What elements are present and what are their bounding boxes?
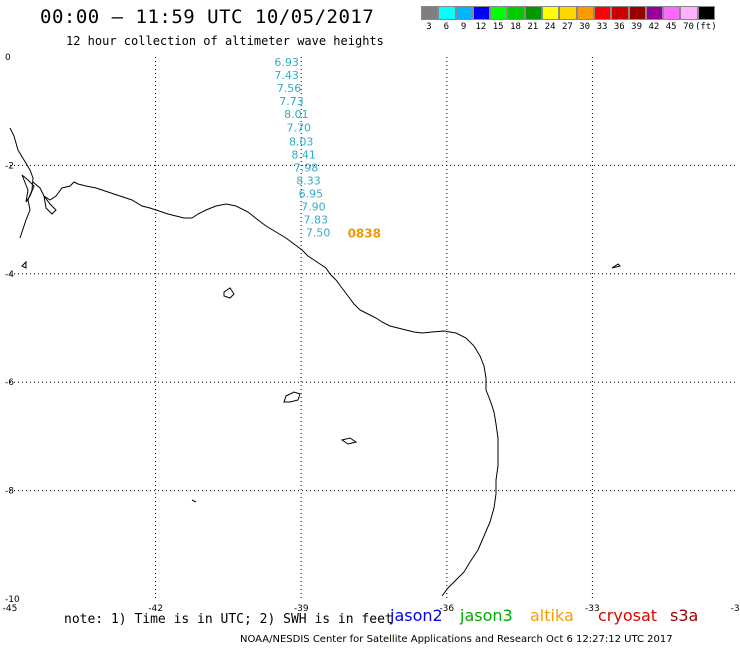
color-scale <box>421 6 716 20</box>
color-scale-swatch <box>438 6 456 20</box>
island-1 <box>223 287 235 299</box>
color-scale-swatch <box>472 6 491 20</box>
lat-tick-label: -8 <box>5 487 14 497</box>
color-scale-swatch <box>542 6 560 20</box>
lon-tick-label: -33 <box>585 604 600 614</box>
page-title: 00:00 – 11:59 UTC 10/05/2017 <box>40 6 375 28</box>
color-scale-swatch <box>611 6 629 20</box>
legend-entry-jason2: jason2 <box>390 606 443 625</box>
color-scale-swatch <box>559 6 577 20</box>
swh-value-label: 7.90 <box>301 200 326 213</box>
swh-value-label: 7.73 <box>279 95 304 108</box>
swh-value-label: 6.93 <box>274 56 299 69</box>
swh-value-label: 7.43 <box>274 69 299 82</box>
legend-entry-cryosat: cryosat <box>598 606 658 625</box>
color-scale-swatch <box>593 6 612 20</box>
color-scale-label: 42 <box>648 22 660 32</box>
lon-tick-label: -39 <box>294 604 309 614</box>
coastline-lagoon <box>21 174 35 203</box>
swh-value-label: 8.03 <box>289 135 314 148</box>
color-scale-label: 9 <box>460 22 467 32</box>
footer-note: note: 1) Time is in UTC; 2) SWH is in fe… <box>64 612 393 627</box>
color-scale-swatch <box>576 6 594 20</box>
legend-entry-s3a: s3a <box>670 606 699 625</box>
color-scale-swatch <box>680 6 698 20</box>
map-grid <box>10 57 738 599</box>
color-scale-label: 24 <box>544 22 556 32</box>
swh-value-label: 8.01 <box>284 108 309 121</box>
color-scale-unit: (ft) <box>694 22 717 32</box>
swh-value-label: 7.56 <box>277 82 302 95</box>
swh-value-label: 8.41 <box>291 148 316 161</box>
color-scale-swatch <box>697 6 716 20</box>
legend-entry-altika: altika <box>530 606 574 625</box>
color-scale-swatch <box>490 6 508 20</box>
color-scale-label: 27 <box>561 22 573 32</box>
swh-value-label: 6.95 <box>299 187 324 200</box>
color-scale-label: 15 <box>492 22 504 32</box>
color-scale-label: 12 <box>475 22 487 32</box>
lon-tick-label: -42 <box>148 604 163 614</box>
color-scale-swatch <box>421 6 439 20</box>
color-scale-label: 33 <box>596 22 608 32</box>
lon-tick-label: -45 <box>3 604 18 614</box>
color-scale-label: 70 <box>683 22 694 32</box>
pass-time-label: 0838 <box>348 226 381 240</box>
swh-value-label: 7.83 <box>304 213 329 226</box>
swh-value-label: 7.70 <box>287 121 312 134</box>
swh-track: 6.937.437.567.738.017.708.038.417.988.33… <box>274 56 381 240</box>
color-scale-label: 6 <box>443 22 449 32</box>
color-scale-swatch <box>663 6 681 20</box>
swh-value-label: 7.50 <box>306 226 331 239</box>
lat-tick-label: 0 <box>5 53 11 63</box>
color-scale-swatch <box>524 6 543 20</box>
island-4 <box>611 263 621 269</box>
color-scale-label: 30 <box>579 22 591 32</box>
island-5 <box>21 260 27 269</box>
page-subtitle: 12 hour collection of altimeter wave hei… <box>66 34 384 48</box>
color-scale-label: 39 <box>631 22 643 32</box>
color-scale-swatch <box>628 6 646 20</box>
island-3 <box>340 437 358 445</box>
swh-value-label: 7.98 <box>294 161 319 174</box>
island-2 <box>283 391 301 403</box>
color-scale-swatch <box>645 6 664 20</box>
color-scale-label: 21 <box>527 22 539 32</box>
color-scale-label: 45 <box>665 22 677 32</box>
lon-tick-label: -30 <box>731 604 740 614</box>
lat-tick-label: -6 <box>5 378 14 388</box>
lat-tick-label: -2 <box>5 161 14 171</box>
lon-tick-label: -36 <box>439 604 454 614</box>
color-scale-label: 18 <box>510 22 521 32</box>
swh-value-label: 8.33 <box>296 174 321 187</box>
coastline <box>9 127 621 597</box>
color-scale-label: 36 <box>613 22 625 32</box>
lat-tick-label: -10 <box>5 595 20 605</box>
coastline-mainland <box>9 127 499 597</box>
color-scale-swatch <box>455 6 473 20</box>
legend-entry-jason3: jason3 <box>460 606 513 625</box>
color-scale-label: 3 <box>426 22 432 32</box>
axis-tick-labels: -45 -42 -39 -36 -33 -30 0 -2 -4 -6 -8 -10 <box>3 53 740 614</box>
color-scale-swatch <box>507 6 525 20</box>
island-6 <box>191 499 197 503</box>
lat-tick-label: -4 <box>5 270 14 280</box>
coastline-bay <box>43 195 57 215</box>
footer-credit: NOAA/NESDIS Center for Satellite Applica… <box>240 634 673 645</box>
